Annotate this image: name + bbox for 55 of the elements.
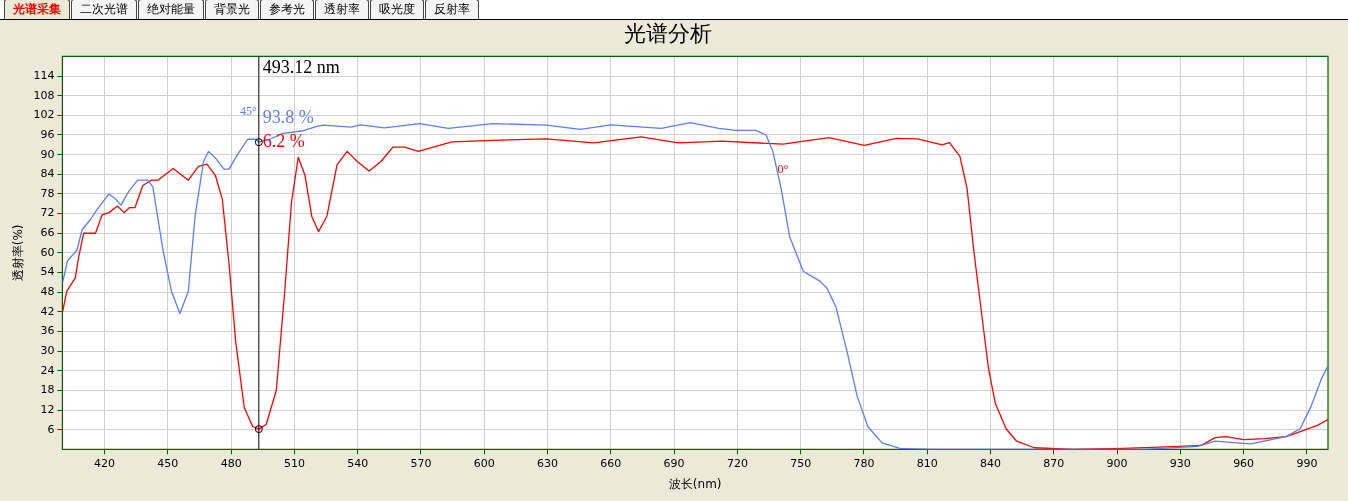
annotation: 6.2 %: [262, 131, 305, 152]
x-tick-label: 990: [1296, 456, 1318, 470]
y-tick-label: 18: [40, 383, 55, 397]
text: 透射率: [315, 0, 369, 19]
y-tick-label: 42: [40, 304, 55, 318]
y-tick-label: 12: [40, 402, 55, 416]
y-tick-label: 66: [40, 226, 55, 240]
y-tick-label: 96: [40, 127, 55, 141]
x-tick-label: 870: [1043, 456, 1065, 470]
y-axis-title: 透射率(%): [11, 224, 26, 282]
y-tick-label: 54: [40, 265, 55, 279]
y-tick-label: 30: [40, 344, 55, 358]
y-tick-label: 78: [40, 186, 55, 200]
x-tick-label: 690: [663, 456, 685, 470]
x-tick-label: 540: [347, 456, 369, 470]
series-label: 0°: [777, 162, 789, 177]
x-tick-label: 810: [916, 456, 938, 470]
x-tick-label: 420: [94, 456, 116, 470]
y-tick-label: 108: [33, 88, 55, 102]
x-tick-label: 840: [980, 456, 1002, 470]
text: 二次光谱: [71, 0, 137, 19]
annotation: 93.8 %: [262, 107, 314, 128]
x-tick-label: 600: [473, 456, 495, 470]
y-tick-label: 24: [40, 363, 55, 377]
y-tick-label: 6: [47, 422, 55, 436]
y-tick-label: 36: [40, 324, 55, 338]
y-tick-label: 84: [40, 167, 55, 181]
x-tick-label: 720: [726, 456, 748, 470]
x-tick-label: 900: [1106, 456, 1128, 470]
text: 绝对能量: [138, 0, 204, 19]
y-tick-label: 60: [40, 245, 55, 259]
chart-title: 光谱分析: [624, 20, 712, 46]
y-tick-label: 114: [33, 68, 55, 82]
x-tick-label: 750: [790, 456, 812, 470]
x-tick-label: 570: [410, 456, 432, 470]
series-label: 45°: [239, 104, 257, 119]
x-tick-label: 660: [600, 456, 622, 470]
y-tick-label: 102: [33, 108, 55, 122]
text: 参考光: [260, 0, 314, 19]
ref-line-label: 493.12 nm: [262, 57, 340, 78]
text: 反射率: [425, 0, 479, 19]
x-tick-label: 930: [1169, 456, 1191, 470]
x-tick-label: 630: [537, 456, 559, 470]
text: 光谱采集: [4, 0, 70, 19]
x-tick-label: 780: [853, 456, 875, 470]
x-tick-label: 510: [283, 456, 305, 470]
text: 背景光: [205, 0, 259, 19]
y-tick-label: 48: [40, 285, 55, 299]
y-tick-label: 72: [40, 206, 55, 220]
x-axis-title: 波长(nm): [668, 476, 722, 491]
x-tick-label: 960: [1233, 456, 1255, 470]
x-tick-label: 450: [157, 456, 179, 470]
x-tick-label: 480: [220, 456, 242, 470]
text: 吸光度: [370, 0, 424, 19]
y-tick-label: 90: [40, 147, 55, 161]
